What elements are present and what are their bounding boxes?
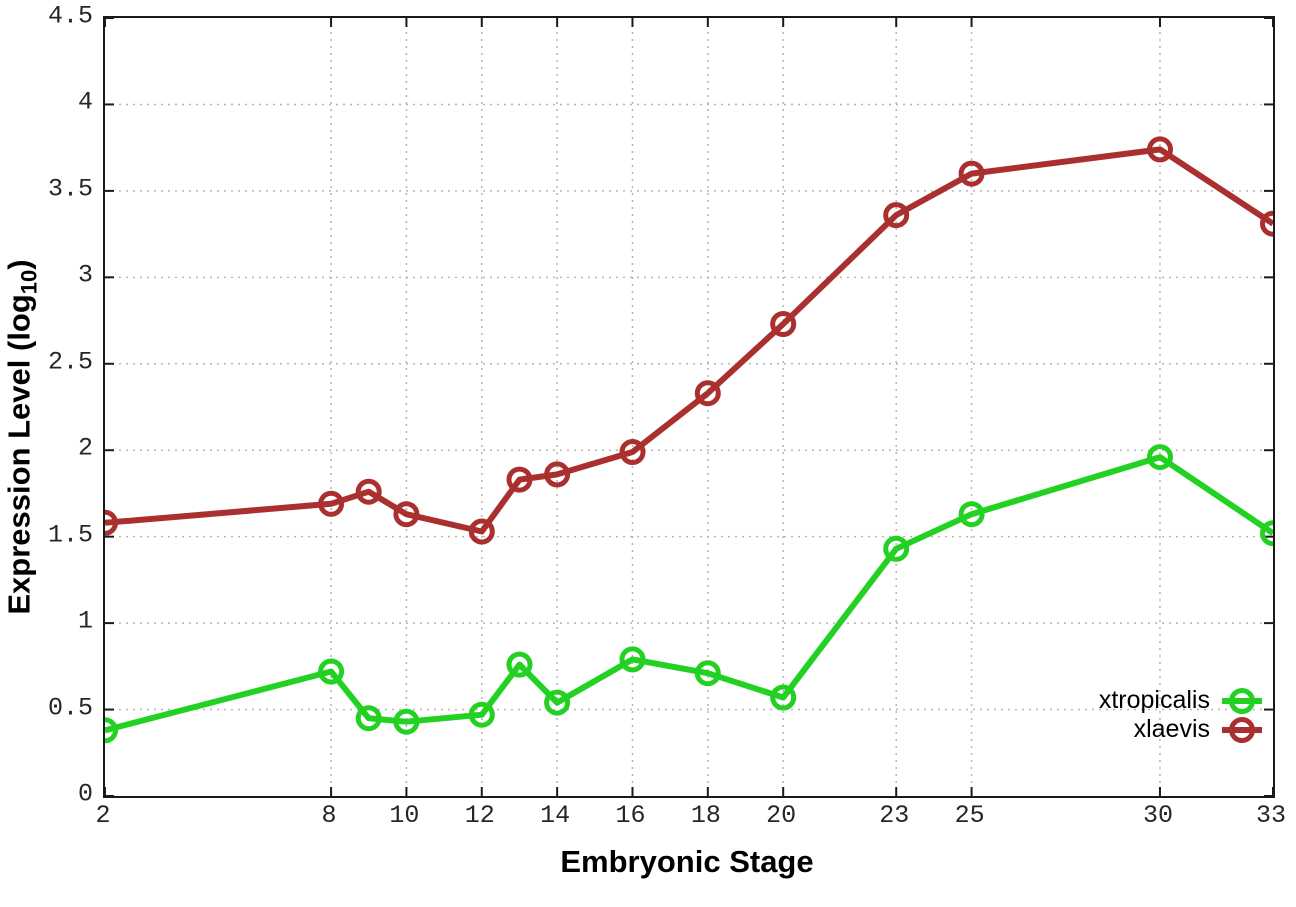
y-tick-label: 0 [77, 779, 93, 809]
x-tick-label: 33 [1255, 801, 1287, 830]
legend-item-xlaevis: xlaevis [1099, 715, 1262, 744]
legend: xtropicalis xlaevis [1099, 686, 1262, 744]
series-line-xtropicalis [105, 454, 1273, 734]
y-tick-label: 1.5 [47, 520, 93, 550]
legend-label-xlaevis: xlaevis [1133, 715, 1210, 743]
legend-item-xtropicalis: xtropicalis [1099, 686, 1262, 715]
y-tick-label: 1 [77, 606, 93, 636]
data-point-xlaevis [1147, 136, 1173, 163]
data-point-xtropicalis [506, 651, 533, 678]
series-line-xlaevis [105, 146, 1273, 535]
data-point-xlaevis [883, 202, 910, 229]
y-axis-title-subscript: 10 [16, 269, 42, 295]
data-point-xtropicalis [1260, 520, 1273, 547]
data-point-xtropicalis [544, 689, 571, 716]
y-tick-label: 0.5 [47, 693, 93, 723]
open-circle-marker-icon [1229, 687, 1255, 714]
data-point-xlaevis [694, 380, 721, 407]
data-point-xlaevis [958, 160, 985, 187]
data-point-xtropicalis [1147, 444, 1173, 471]
data-point-xtropicalis [105, 717, 118, 744]
y-tick-label: 2.5 [47, 347, 93, 377]
y-tick-label: 4.5 [47, 1, 93, 31]
y-tick-label: 3.5 [47, 174, 93, 204]
y-axis-title-text: Expression Level (log [1, 294, 37, 615]
data-point-xlaevis [1260, 210, 1273, 237]
data-point-xtropicalis [958, 501, 985, 528]
x-tick-label: 23 [879, 801, 910, 830]
y-axis-title-close: ) [1, 259, 37, 270]
y-tick-label: 3 [77, 260, 93, 290]
x-tick-label: 2 [95, 801, 111, 830]
data-point-xlaevis [544, 461, 571, 488]
legend-sample-xtropicalis [1222, 687, 1262, 714]
y-tick-label: 4 [77, 87, 93, 117]
x-tick-label: 10 [389, 801, 420, 830]
x-tick-label: 30 [1142, 801, 1173, 830]
data-point-xlaevis [468, 518, 495, 545]
data-point-xlaevis [619, 439, 646, 465]
data-point-xtropicalis [770, 684, 797, 711]
data-point-xlaevis [506, 466, 533, 493]
open-circle-marker-icon [1229, 716, 1255, 743]
plot-canvas [105, 18, 1273, 796]
data-point-xtropicalis [318, 658, 345, 685]
data-point-xtropicalis [883, 535, 910, 562]
legend-sample-xlaevis [1222, 716, 1262, 743]
plot-area [103, 16, 1275, 798]
legend-label-xtropicalis: xtropicalis [1098, 686, 1210, 714]
data-point-xtropicalis [393, 708, 420, 735]
data-point-xlaevis [770, 311, 797, 337]
data-point-xlaevis [318, 490, 345, 517]
data-point-xtropicalis [694, 660, 721, 687]
y-tick-label: 2 [77, 433, 93, 463]
data-point-xlaevis [355, 478, 382, 505]
x-tick-label: 16 [615, 801, 646, 830]
x-axis-title: Embryonic Stage [560, 844, 814, 879]
x-tick-label: 25 [954, 801, 985, 830]
data-point-xtropicalis [619, 646, 646, 673]
x-tick-label: 14 [540, 801, 571, 830]
data-point-xtropicalis [468, 701, 495, 728]
x-tick-label: 8 [321, 801, 337, 830]
data-point-xtropicalis [355, 705, 382, 732]
y-axis-title: Expression Level (log10) [1, 259, 42, 614]
x-tick-label: 20 [766, 801, 797, 830]
x-tick-label: 18 [690, 801, 721, 830]
data-point-xlaevis [393, 501, 420, 528]
data-point-xlaevis [105, 509, 118, 536]
x-tick-label: 12 [464, 801, 495, 830]
